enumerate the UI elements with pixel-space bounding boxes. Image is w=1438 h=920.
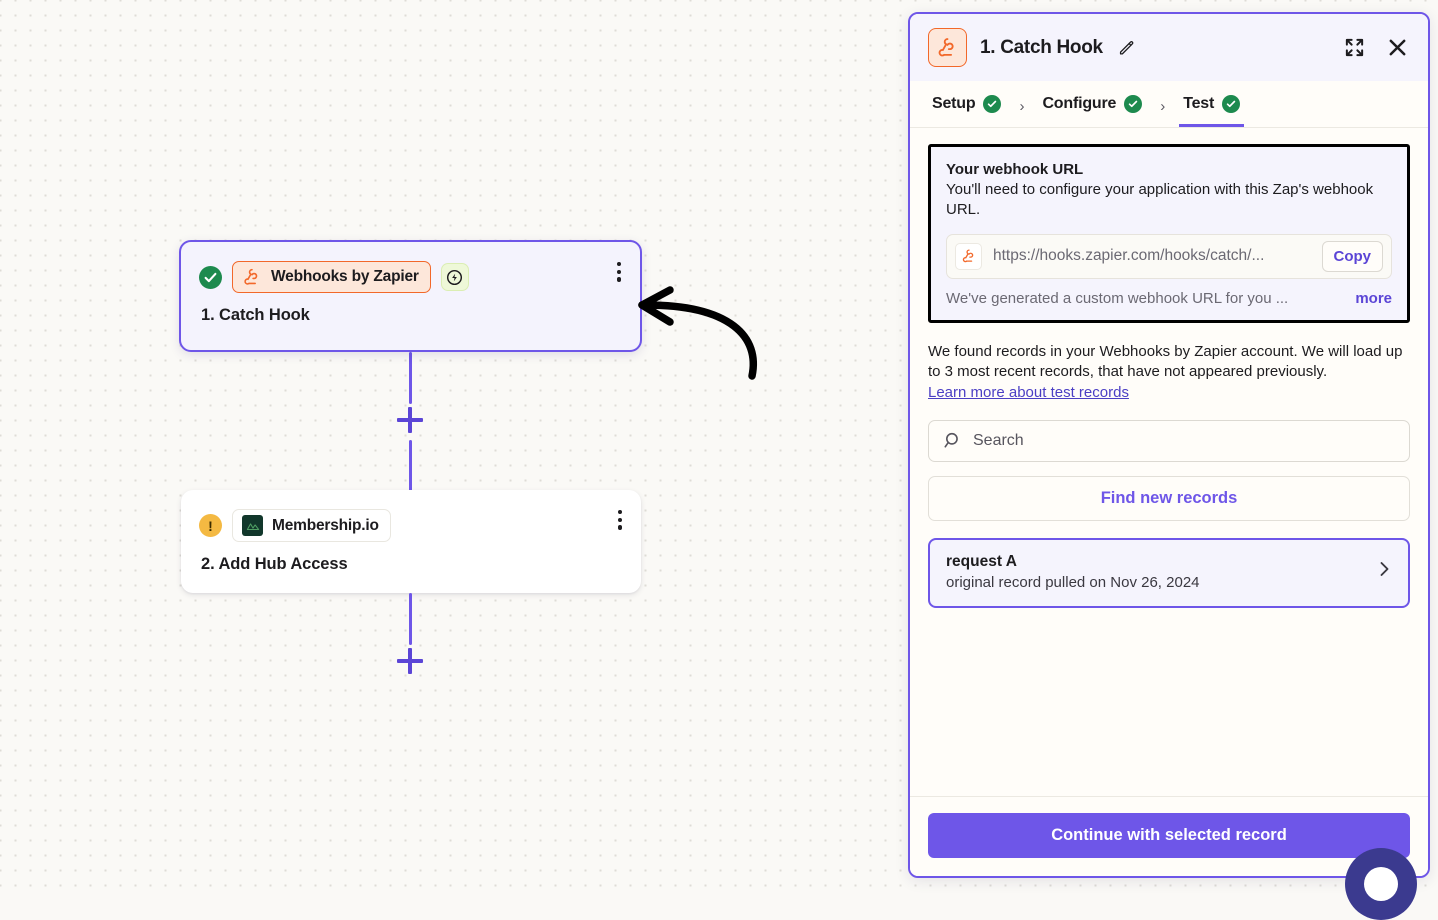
- close-icon[interactable]: [1385, 35, 1410, 60]
- tab-separator-2: ›: [1160, 98, 1166, 115]
- chevron-right-icon[interactable]: [1377, 559, 1392, 584]
- panel-content: Your webhook URL You'll need to configur…: [910, 128, 1428, 796]
- panel-tabs: Setup › Configure › Test: [910, 81, 1428, 128]
- node-1-title: 1. Catch Hook: [181, 293, 640, 325]
- webhooks-by-zapier-icon: [928, 28, 967, 67]
- record-item-name: request A: [946, 552, 1017, 570]
- search-placeholder: Search: [973, 431, 1024, 449]
- panel-title: 1. Catch Hook: [980, 36, 1103, 58]
- chat-bubble-icon[interactable]: [1345, 848, 1417, 920]
- records-note: We found records in your Webhooks by Zap…: [928, 342, 1403, 381]
- node-1-header-row: Webhooks by Zapier: [181, 242, 640, 293]
- webhook-url-section: Your webhook URL You'll need to configur…: [928, 144, 1410, 323]
- search-icon: [944, 433, 958, 448]
- zap-step-node-2[interactable]: ! Membership.io 2. Add Hub Access: [181, 490, 641, 593]
- node-2-app-name: Membership.io: [272, 516, 379, 534]
- node-1-step-number: 1.: [201, 306, 215, 324]
- webhook-more-link[interactable]: more: [1355, 289, 1392, 307]
- panel-header: 1. Catch Hook: [910, 14, 1428, 81]
- tab-setup[interactable]: Setup: [928, 81, 1005, 127]
- webhook-url-value: https://hooks.zapier.com/hooks/catch/...: [993, 247, 1265, 264]
- check-circle-icon: [1124, 95, 1143, 113]
- check-circle-icon: [199, 265, 222, 289]
- node-2-menu-button[interactable]: [615, 507, 625, 533]
- zap-step-node-1[interactable]: Webhooks by Zapier 1. Catch Hook: [179, 240, 642, 352]
- membership-io-icon: [242, 515, 263, 536]
- add-step-button-1[interactable]: [397, 407, 423, 433]
- learn-more-test-records-link[interactable]: Learn more about test records: [928, 383, 1129, 401]
- tab-test-label: Test: [1183, 95, 1215, 112]
- record-list-item[interactable]: request A original record pulled on Nov …: [928, 537, 1410, 608]
- tab-test[interactable]: Test: [1179, 81, 1245, 127]
- node-1-app-pill[interactable]: Webhooks by Zapier: [232, 261, 431, 293]
- tab-configure[interactable]: Configure: [1038, 81, 1146, 127]
- search-input[interactable]: Search: [928, 419, 1410, 462]
- continue-with-selected-record-button[interactable]: Continue with selected record: [928, 813, 1410, 858]
- webhook-footer-text: We've generated a custom webhook URL for…: [946, 289, 1289, 307]
- webhooks-by-zapier-icon: [955, 242, 982, 270]
- webhook-section-title: Your webhook URL: [946, 161, 1084, 178]
- warning-circle-icon: !: [199, 514, 222, 537]
- record-item-subtitle: original record pulled on Nov 26, 2024: [946, 573, 1200, 591]
- tab-separator-1: ›: [1019, 98, 1025, 115]
- node-2-step-number: 2.: [201, 555, 215, 573]
- tab-configure-label: Configure: [1042, 95, 1117, 112]
- node-2-app-pill[interactable]: Membership.io: [232, 509, 391, 542]
- expand-icon[interactable]: [1342, 35, 1367, 60]
- node-2-header-row: ! Membership.io: [181, 490, 641, 542]
- webhooks-by-zapier-icon: [244, 268, 258, 285]
- node-1-step-title: Catch Hook: [219, 306, 310, 324]
- record-item-text: request A original record pulled on Nov …: [946, 553, 1200, 591]
- webhook-footer: We've generated a custom webhook URL for…: [946, 290, 1392, 307]
- connector-line-upper: [409, 352, 412, 404]
- find-new-records-button[interactable]: Find new records: [928, 475, 1410, 521]
- copy-webhook-url-button[interactable]: Copy: [1321, 240, 1383, 272]
- node-1-menu-button[interactable]: [614, 259, 624, 285]
- panel-header-actions: [1342, 35, 1410, 60]
- node-2-title: 2. Add Hub Access: [181, 542, 641, 574]
- lightning-bolt-icon: [440, 263, 469, 291]
- chat-widget-inner: [1364, 867, 1398, 901]
- node-2-step-title: Add Hub Access: [218, 555, 348, 573]
- tab-setup-label: Setup: [932, 95, 976, 112]
- step-detail-panel: 1. Catch Hook Setup: [908, 12, 1430, 878]
- check-circle-icon: [1222, 95, 1241, 113]
- panel-footer: Continue with selected record: [910, 796, 1428, 876]
- pencil-icon[interactable]: [1116, 37, 1137, 58]
- check-circle-icon: [983, 95, 1002, 113]
- add-step-button-2[interactable]: [397, 648, 423, 674]
- connector-line-bottom: [409, 593, 412, 645]
- webhook-url-field[interactable]: https://hooks.zapier.com/hooks/catch/...…: [946, 233, 1392, 279]
- webhook-section-description: You'll need to configure your applicatio…: [946, 181, 1374, 219]
- node-1-app-name: Webhooks by Zapier: [271, 268, 419, 285]
- connector-line-lower: [409, 440, 412, 492]
